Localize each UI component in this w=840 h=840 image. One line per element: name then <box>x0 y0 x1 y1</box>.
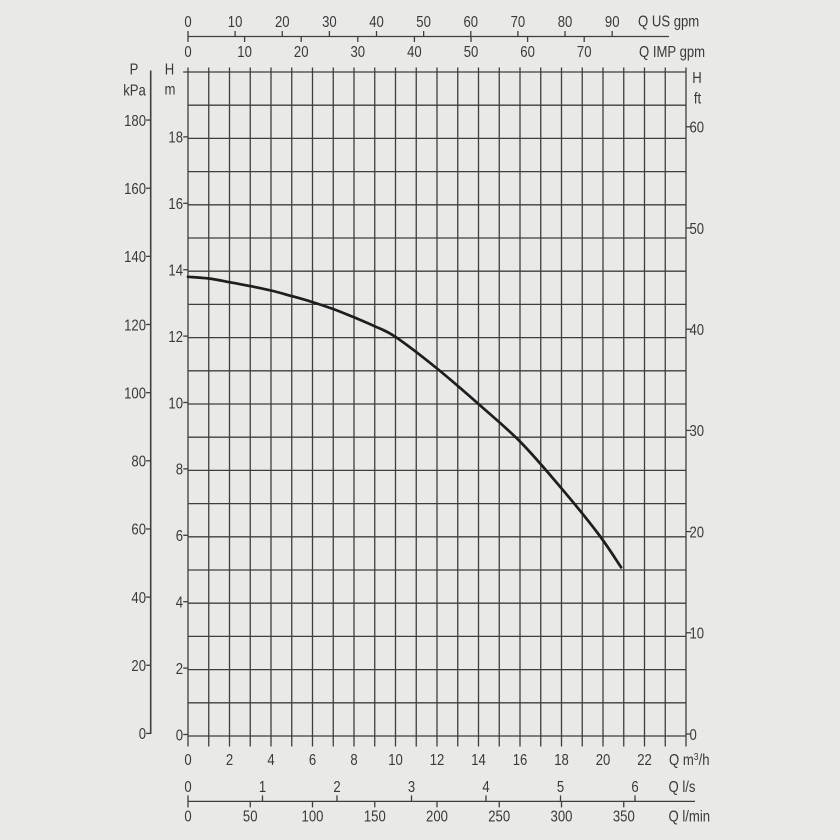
svg-text:12: 12 <box>168 329 183 346</box>
svg-text:80: 80 <box>558 14 573 31</box>
svg-text:H: H <box>165 61 174 78</box>
svg-text:0: 0 <box>184 779 191 796</box>
svg-text:4: 4 <box>176 594 183 611</box>
svg-text:70: 70 <box>577 44 592 61</box>
svg-text:20: 20 <box>294 44 309 61</box>
svg-text:20: 20 <box>275 14 290 31</box>
svg-text:0: 0 <box>176 727 183 744</box>
svg-text:50: 50 <box>416 14 431 31</box>
svg-text:1: 1 <box>259 779 266 796</box>
svg-text:0: 0 <box>139 726 146 743</box>
svg-text:2: 2 <box>226 752 233 769</box>
svg-text:8: 8 <box>176 462 183 479</box>
svg-text:80: 80 <box>131 453 146 470</box>
svg-text:10: 10 <box>690 625 705 642</box>
svg-text:50: 50 <box>464 44 479 61</box>
svg-text:50: 50 <box>243 808 258 825</box>
svg-text:H: H <box>692 70 701 87</box>
svg-text:14: 14 <box>471 752 486 769</box>
svg-text:4: 4 <box>267 752 274 769</box>
svg-text:12: 12 <box>430 752 445 769</box>
svg-text:300: 300 <box>551 808 573 825</box>
svg-text:Q US gpm: Q US gpm <box>638 13 699 30</box>
svg-text:22: 22 <box>637 752 652 769</box>
svg-text:40: 40 <box>690 322 705 339</box>
svg-text:P: P <box>130 61 139 78</box>
svg-text:10: 10 <box>228 14 243 31</box>
svg-text:100: 100 <box>302 808 324 825</box>
svg-text:Q m3/h: Q m3/h <box>669 751 710 769</box>
svg-text:160: 160 <box>124 181 146 198</box>
svg-text:6: 6 <box>309 752 316 769</box>
svg-text:40: 40 <box>131 590 146 607</box>
svg-text:30: 30 <box>351 44 366 61</box>
svg-text:40: 40 <box>369 14 384 31</box>
svg-text:0: 0 <box>184 14 191 31</box>
svg-text:16: 16 <box>513 752 528 769</box>
svg-text:Q IMP gpm: Q IMP gpm <box>639 44 705 61</box>
svg-text:0: 0 <box>184 808 191 825</box>
svg-text:8: 8 <box>350 752 357 769</box>
svg-text:2: 2 <box>176 661 183 678</box>
svg-text:2: 2 <box>333 779 340 796</box>
svg-text:Q l/min: Q l/min <box>669 808 711 825</box>
svg-text:40: 40 <box>407 44 422 61</box>
svg-text:16: 16 <box>168 196 183 213</box>
svg-text:60: 60 <box>131 522 146 539</box>
svg-text:60: 60 <box>520 44 535 61</box>
svg-text:140: 140 <box>124 249 146 266</box>
svg-text:20: 20 <box>596 752 611 769</box>
svg-text:0: 0 <box>184 752 191 769</box>
svg-text:20: 20 <box>690 524 705 541</box>
svg-text:18: 18 <box>554 752 569 769</box>
svg-text:250: 250 <box>488 808 510 825</box>
svg-text:Q l/s: Q l/s <box>669 779 696 796</box>
svg-text:180: 180 <box>124 113 146 130</box>
svg-text:60: 60 <box>690 119 705 136</box>
svg-text:6: 6 <box>176 528 183 545</box>
svg-text:6: 6 <box>631 779 638 796</box>
svg-text:90: 90 <box>605 14 620 31</box>
svg-text:70: 70 <box>511 14 526 31</box>
svg-text:50: 50 <box>690 221 705 238</box>
svg-text:m: m <box>165 81 176 98</box>
svg-text:3: 3 <box>408 779 415 796</box>
svg-text:kPa: kPa <box>123 82 146 99</box>
svg-text:200: 200 <box>426 808 448 825</box>
svg-text:150: 150 <box>364 808 386 825</box>
svg-text:ft: ft <box>694 90 701 107</box>
svg-text:14: 14 <box>168 262 183 279</box>
svg-text:10: 10 <box>237 44 252 61</box>
svg-text:20: 20 <box>131 658 146 675</box>
svg-text:120: 120 <box>124 317 146 334</box>
svg-text:4: 4 <box>482 779 489 796</box>
svg-text:18: 18 <box>168 130 183 147</box>
svg-text:350: 350 <box>613 808 635 825</box>
svg-text:30: 30 <box>690 423 705 440</box>
svg-text:0: 0 <box>690 727 697 744</box>
svg-text:0: 0 <box>184 44 191 61</box>
svg-text:30: 30 <box>322 14 337 31</box>
svg-text:60: 60 <box>464 14 479 31</box>
svg-text:100: 100 <box>124 385 146 402</box>
svg-text:10: 10 <box>388 752 403 769</box>
svg-text:5: 5 <box>557 779 564 796</box>
svg-text:10: 10 <box>168 395 183 412</box>
